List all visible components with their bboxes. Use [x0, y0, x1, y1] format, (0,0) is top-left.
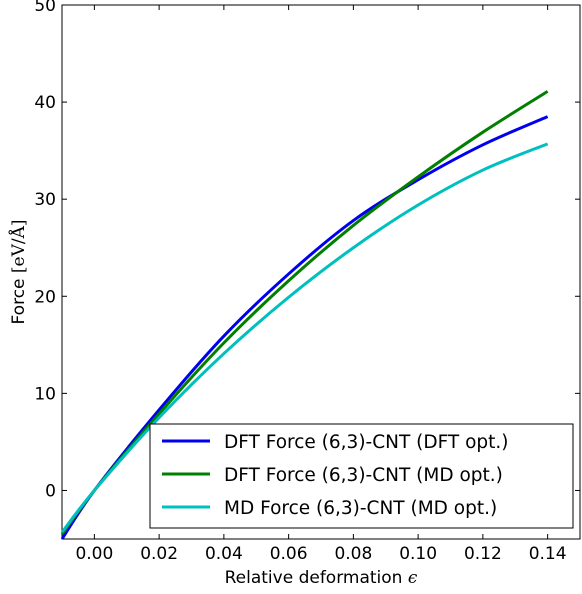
x-tick-label: 0.14 — [529, 544, 567, 564]
x-tick-label: 0.04 — [205, 544, 243, 564]
x-tick-label: 0.02 — [140, 544, 178, 564]
y-axis-label: Force [eV/Å] — [8, 219, 29, 324]
legend-entry-dft-md-opt: DFT Force (6,3)-CNT (MD opt.) — [224, 465, 503, 486]
series-line-2 — [60, 142, 549, 534]
series-lines — [60, 90, 549, 540]
legend-entry-md-md-opt: MD Force (6,3)-CNT (MD opt.) — [224, 498, 497, 519]
y-tick-label: 10 — [34, 384, 56, 404]
legend: DFT Force (6,3)-CNT (DFT opt.) DFT Force… — [149, 423, 574, 529]
y-tick-label: 0 — [45, 481, 56, 501]
y-tick-label: 40 — [34, 93, 56, 113]
legend-entry-dft-dft-opt: DFT Force (6,3)-CNT (DFT opt.) — [224, 432, 509, 453]
x-tick-label: 0.10 — [399, 544, 437, 564]
x-axis-ticks: 0.00 0.02 0.04 0.06 0.08 0.10 0.12 0.14 — [75, 5, 567, 564]
y-tick-label: 30 — [34, 190, 56, 210]
legend-frame — [149, 423, 574, 529]
y-tick-label: 50 — [34, 0, 56, 16]
x-axis-label: Relative deformation ϵ — [225, 568, 418, 588]
y-axis-ticks: 0 10 20 30 40 50 — [34, 0, 580, 501]
x-tick-label: 0.00 — [75, 544, 113, 564]
x-tick-label: 0.06 — [270, 544, 308, 564]
y-tick-label: 20 — [34, 287, 56, 307]
x-tick-label: 0.08 — [334, 544, 372, 564]
x-tick-label: 0.12 — [464, 544, 502, 564]
